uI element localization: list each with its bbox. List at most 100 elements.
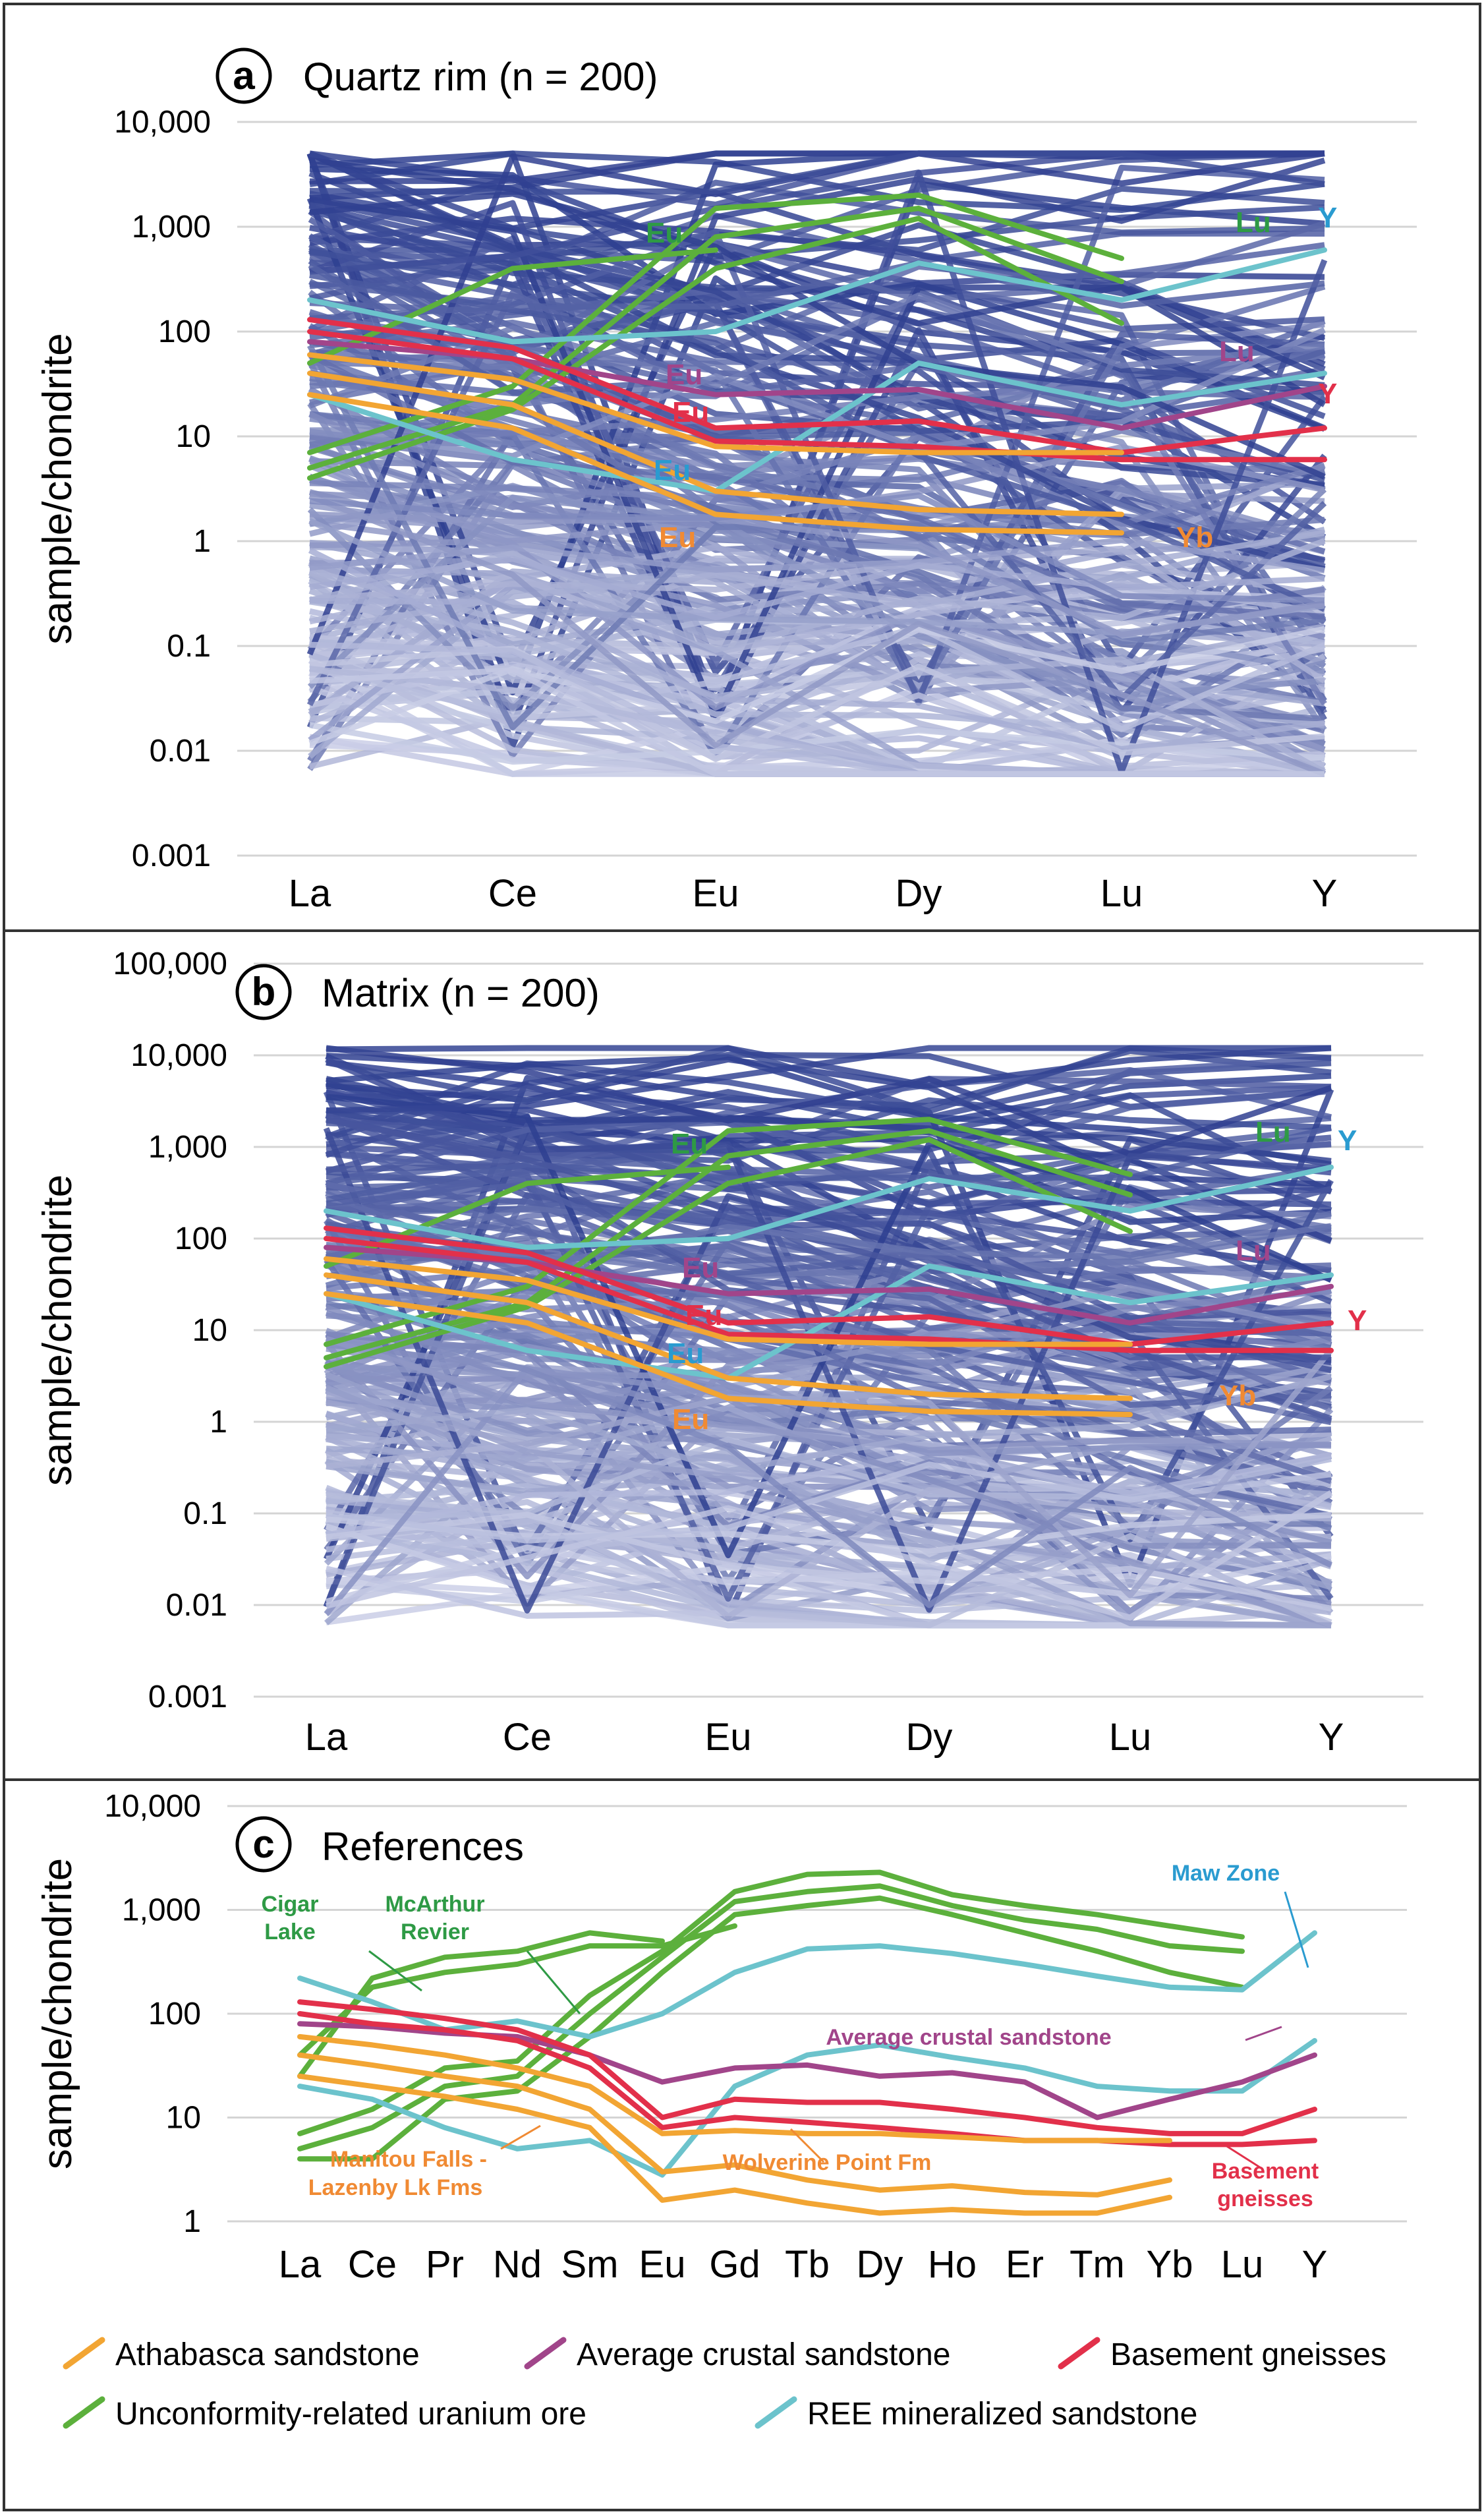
annotation-label: Lu bbox=[1219, 336, 1255, 368]
annotation-label: Yb bbox=[1176, 521, 1213, 554]
annotation-label: Eu bbox=[685, 1299, 722, 1331]
sample-line bbox=[308, 626, 1325, 746]
sample-line bbox=[309, 248, 1326, 483]
sample-line bbox=[326, 1154, 1332, 1202]
x-tick-label: Nd bbox=[493, 2243, 542, 2286]
legend-label: Athabasca sandstone bbox=[115, 2337, 420, 2372]
sample-line bbox=[309, 667, 1325, 777]
sample-line bbox=[325, 1335, 1332, 1453]
x-tick-label: La bbox=[305, 1716, 348, 1759]
annotation-leader bbox=[500, 2124, 541, 2150]
x-tick-label: Dy bbox=[896, 872, 942, 915]
annotation-leader bbox=[1245, 2026, 1282, 2041]
annotation-leader bbox=[526, 1950, 581, 2014]
sample-line bbox=[326, 1436, 1332, 1521]
x-tick-label: Lu bbox=[1109, 1716, 1152, 1759]
sample-line bbox=[309, 434, 1326, 527]
annotation-label: Y bbox=[1338, 1125, 1357, 1157]
x-tick-label: Ce bbox=[488, 872, 537, 915]
x-tick-label: Ce bbox=[348, 2243, 397, 2286]
y-axis-label: sample/chondrite bbox=[35, 1858, 80, 2169]
annotation-label: Eu bbox=[672, 396, 709, 428]
legend-label: Average crustal sandstone bbox=[577, 2337, 950, 2372]
sample-line bbox=[307, 343, 1325, 730]
series-line-basement-gneisses bbox=[297, 1999, 1317, 2136]
x-tick-label: Yb bbox=[1147, 2243, 1193, 2286]
x-tick-label: Sm bbox=[561, 2243, 619, 2286]
x-tick-label: Lu bbox=[1100, 872, 1143, 915]
y-tick-label: 0.01 bbox=[150, 734, 211, 769]
sample-line bbox=[309, 597, 1325, 752]
x-tick-label: Dy bbox=[906, 1716, 953, 1759]
annotation-label: Eu bbox=[667, 1337, 704, 1370]
series-line-athabasca-sandstone bbox=[307, 392, 1124, 536]
y-tick-label: 10 bbox=[176, 419, 211, 454]
x-tick-label: Ce bbox=[503, 1716, 552, 1759]
x-tick-label: Tb bbox=[785, 2243, 830, 2286]
series-line-unconformity-related-uranium-ore bbox=[324, 1117, 1133, 1347]
sample-line bbox=[325, 1544, 1332, 1605]
series-line-unconformity-related-uranium-ore bbox=[324, 1137, 1133, 1370]
y-tick-label: 1,000 bbox=[122, 1893, 201, 1928]
x-tick-label: Eu bbox=[693, 872, 739, 915]
annotation-leader bbox=[1284, 1891, 1309, 1968]
x-tick-label: Er bbox=[1006, 2243, 1044, 2286]
series-line-unconformity-related-uranium-ore bbox=[297, 1883, 1245, 2151]
legend-swatch bbox=[755, 2396, 797, 2429]
sample-line bbox=[326, 1511, 1332, 1612]
sample-line bbox=[309, 260, 1325, 322]
series-line-basement-gneisses bbox=[324, 1236, 1334, 1353]
series-line-athabasca-sandstone bbox=[324, 1291, 1133, 1417]
series-line-ree-mineralized-sandstone bbox=[297, 1930, 1317, 2039]
annotation-label: gneisses bbox=[1217, 2186, 1313, 2211]
series-line-ree-mineralized-sandstone bbox=[297, 2037, 1317, 2178]
annotation-label: Y bbox=[1348, 1304, 1367, 1337]
sample-line bbox=[326, 1181, 1332, 1438]
annotation-label: Revier bbox=[401, 1919, 469, 1944]
sample-line bbox=[308, 201, 1325, 388]
x-tick-label: Ho bbox=[928, 2243, 977, 2286]
sample-line bbox=[309, 545, 1327, 684]
series-line-ree-mineralized-sandstone bbox=[307, 247, 1327, 345]
series-line-basement-gneisses bbox=[324, 1225, 1334, 1347]
annotation-label: Lu bbox=[1236, 1235, 1271, 1267]
sample-line bbox=[325, 1490, 1333, 1621]
y-tick-label: 0.001 bbox=[148, 1680, 227, 1714]
series-line-athabasca-sandstone bbox=[297, 2073, 1172, 2216]
sample-line bbox=[326, 1181, 1332, 1426]
sample-line bbox=[325, 1057, 1332, 1613]
x-tick-label: Y bbox=[1302, 2243, 1328, 2286]
panel-title: Quartz rim (n = 200) bbox=[303, 55, 658, 99]
sample-line bbox=[309, 327, 1326, 459]
series-line-unconformity-related-uranium-ore bbox=[324, 1128, 1133, 1360]
series-line-athabasca-sandstone bbox=[297, 2052, 1172, 2198]
x-tick-label: Dy bbox=[857, 2243, 903, 2286]
annotation-label: McArthur bbox=[385, 1892, 484, 1917]
sample-line bbox=[326, 1288, 1332, 1369]
sample-line bbox=[309, 272, 1326, 612]
sample-line bbox=[324, 1366, 1332, 1616]
sample-line bbox=[309, 150, 1325, 195]
sample-line bbox=[309, 537, 1325, 574]
series-line-unconformity-related-uranium-ore bbox=[297, 1930, 665, 2079]
x-tick-label: La bbox=[289, 872, 331, 915]
y-tick-label: 10 bbox=[192, 1313, 227, 1348]
series-line-ree-mineralized-sandstone bbox=[324, 1164, 1334, 1250]
y-tick-label: 100,000 bbox=[113, 947, 227, 981]
y-tick-label: 100 bbox=[158, 314, 211, 349]
sample-line bbox=[326, 1341, 1332, 1549]
sample-line bbox=[308, 493, 1326, 777]
sample-line bbox=[309, 383, 1327, 706]
annotation-leader bbox=[1225, 2144, 1263, 2170]
series-line-athabasca-sandstone bbox=[297, 2033, 1172, 2144]
series-line-athabasca-sandstone bbox=[307, 370, 1124, 517]
panel-title: References bbox=[322, 1825, 524, 1869]
sample-line bbox=[309, 169, 1328, 775]
series-line-unconformity-related-uranium-ore bbox=[307, 206, 1124, 471]
annotation-label: Y bbox=[1318, 202, 1337, 234]
panel-b: 100,000 10,000 1,000 100 10 1 0.1 0.01 0.001 La Ce… bbox=[35, 947, 1423, 1759]
y-axis-label: sample/chondrite bbox=[35, 1175, 80, 1486]
x-tick-label: La bbox=[279, 2243, 322, 2286]
sample-line bbox=[326, 1201, 1332, 1337]
